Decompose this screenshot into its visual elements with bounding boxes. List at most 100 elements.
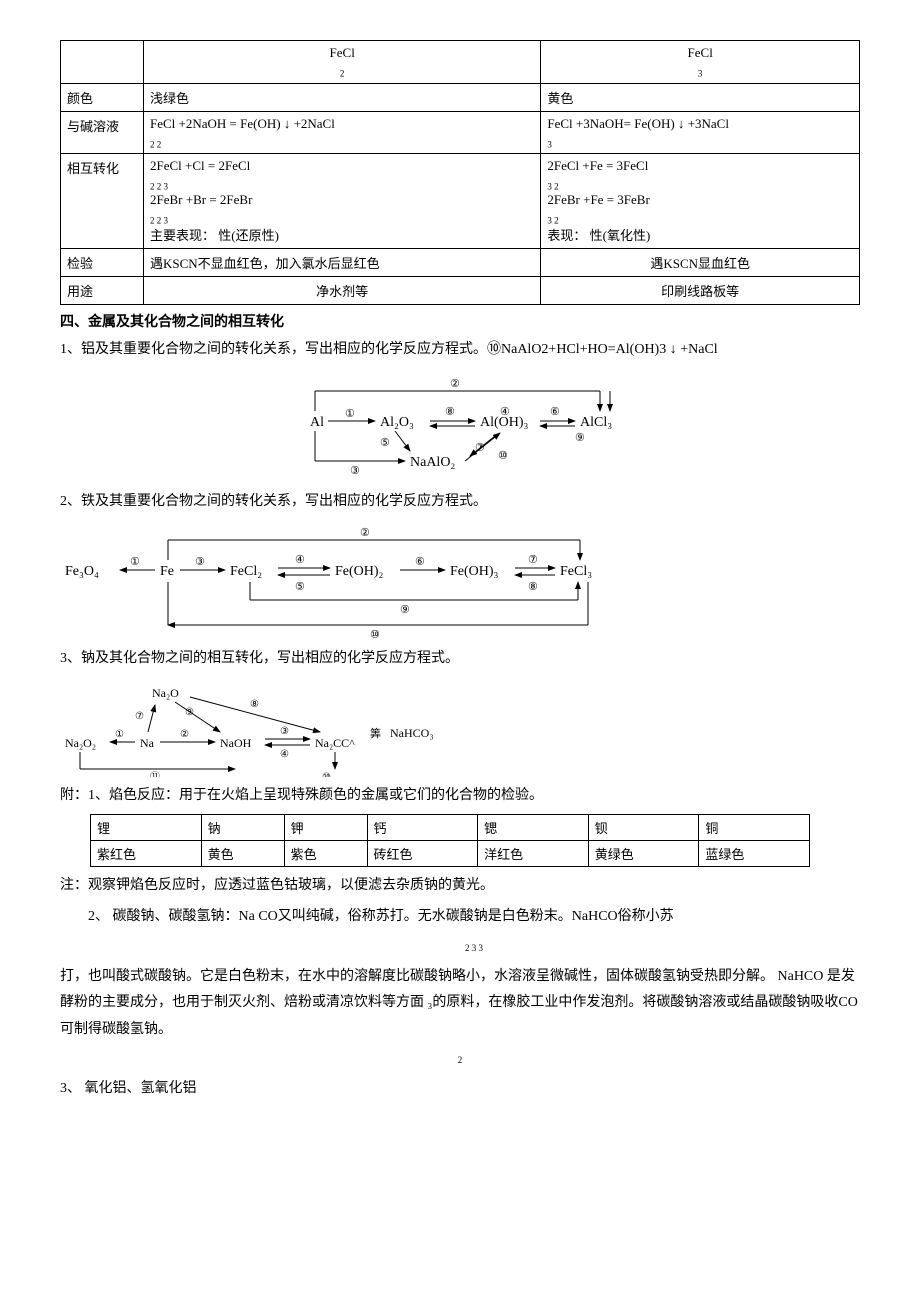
naalo2-node: NaAlO₂	[410, 455, 455, 470]
diagram-na: Na₂O₂ Na Na₂O NaOH Na₂CC^ NaHCO₃ 筭 ① ② ③…	[60, 677, 860, 777]
fecl2-sub: 2	[340, 69, 345, 79]
svg-text:④: ④	[295, 554, 305, 566]
row-test-label: 检验	[61, 249, 144, 277]
svg-text:⑤: ⑤	[295, 581, 305, 593]
alkali-a-subs: 2 2	[150, 139, 161, 149]
conv-a2: 2FeBr +Br = 2FeBr	[150, 192, 252, 207]
flame-ca: 钙	[367, 815, 478, 841]
flame-na: 钠	[201, 815, 284, 841]
alkali-a-eq: FeCl +2NaOH = Fe(OH) ↓ +2NaCl	[150, 116, 335, 131]
header-fecl2: FeCl 2	[144, 41, 541, 84]
svg-text:⑩: ⑩	[498, 450, 508, 462]
fecl2-text: FeCl	[330, 45, 355, 60]
svg-text:②: ②	[450, 378, 460, 390]
svg-text:⑨: ⑨	[185, 707, 194, 718]
flame-sr-v: 洋红色	[478, 841, 589, 867]
svg-text:⑧: ⑧	[250, 699, 259, 710]
svg-text:⑩: ⑩	[322, 772, 331, 777]
flame-cu-v: 蓝绿色	[699, 841, 810, 867]
flame-ba: 钡	[588, 815, 699, 841]
row-color-b: 黄色	[541, 83, 860, 111]
svg-text:①: ①	[130, 556, 140, 568]
fecl3-sub: 3	[698, 69, 703, 79]
carb1-text: 2、 碳酸钠、碳酸氢钠：Na CO又叫纯碱，俗称苏打。无水碳酸钠是白色粉末。Na…	[88, 909, 674, 924]
flame-ba-v: 黄绿色	[588, 841, 699, 867]
row-color-label: 颜色	[61, 83, 144, 111]
alkali-b-eq: FeCl +3NaOH= Fe(OH) ↓ +3NaCl	[547, 116, 729, 131]
svg-text:②: ②	[180, 729, 189, 740]
svg-text:FeCl₂: FeCl₂	[230, 564, 262, 579]
conv-b2: 2FeBr +Fe = 3FeBr	[547, 192, 649, 207]
carb2-text: 打，也叫酸式碳酸钠。它是白色粉末，在水中的溶解度比碳酸钠略小，水溶液呈微碱性，固…	[60, 969, 858, 1037]
carb2-subs: 2	[458, 1055, 463, 1065]
svg-text:⑩: ⑩	[370, 629, 380, 640]
svg-text:⑦: ⑦	[475, 442, 485, 454]
flame-value-row: 紫红色 黄色 紫色 砖红色 洋红色 黄绿色 蓝绿色	[91, 841, 810, 867]
row-use-label: 用途	[61, 277, 144, 305]
flame-k-v: 紫色	[284, 841, 367, 867]
svg-text:NaOH: NaOH	[220, 736, 252, 750]
svg-text:⑤: ⑤	[380, 437, 390, 449]
para-na: 3、钠及其化合物之间的相互转化，写出相应的化学反应方程式。	[60, 646, 860, 671]
header-fecl3: FeCl 3	[541, 41, 860, 84]
row-test-a: 遇KSCN不显血红色，加入氯水后显红色	[144, 249, 541, 277]
conv-b1: 2FeCl +Fe = 3FeCl	[547, 158, 648, 173]
conv-a3: 主要表现： 性(还原性)	[150, 228, 279, 243]
carb1-subs: 2 3 3	[465, 943, 483, 953]
svg-text:Na₂O: Na₂O	[152, 686, 179, 700]
carbonate-para2: 打，也叫酸式碳酸钠。它是白色粉末，在水中的溶解度比碳酸钠略小，水溶液呈微碱性，固…	[60, 964, 860, 1070]
conv-a1: 2FeCl +Cl = 2FeCl	[150, 158, 250, 173]
diagram-al: Al Al₂O₃ Al(OH)₃ AlCl₃ NaAlO₂ ① ⑧ ④ ⑥ ⑨ …	[60, 371, 860, 481]
flame-ca-v: 砖红色	[367, 841, 478, 867]
al-oxide-para: 3、 氧化铝、氢氧化铝	[60, 1076, 860, 1101]
conv-b2-subs: 3 2	[547, 215, 558, 225]
svg-text:Na: Na	[140, 736, 155, 750]
carbonate-para1: 2、 碳酸钠、碳酸氢钠：Na CO又叫纯碱，俗称苏打。无水碳酸钠是白色粉末。Na…	[60, 904, 860, 957]
conv-b1-subs: 3 2	[547, 182, 558, 192]
al2o3-node: Al₂O₃	[380, 415, 414, 430]
row-use-a: 净水剂等	[144, 277, 541, 305]
empty-cell	[61, 41, 144, 84]
svg-text:Na₂CC^: Na₂CC^	[315, 736, 355, 750]
row-color-a: 浅绿色	[144, 83, 541, 111]
svg-text:NaHCO₃: NaHCO₃	[390, 726, 434, 740]
svg-text:②: ②	[360, 527, 370, 539]
row-use-b: 印刷线路板等	[541, 277, 860, 305]
para-al: 1、铝及其重要化合物之间的转化关系，写出相应的化学反应方程式。⑩NaAlO2+H…	[60, 337, 860, 362]
svg-text:③: ③	[195, 556, 205, 568]
flame-k: 钾	[284, 815, 367, 841]
flame-sr: 锶	[478, 815, 589, 841]
flame-color-table: 锂 钠 钾 钙 锶 钡 铜 紫红色 黄色 紫色 砖红色 洋红色 黄绿色 蓝绿色	[90, 814, 810, 867]
svg-text:⑥: ⑥	[550, 406, 560, 418]
svg-text:Fe(OH)₃: Fe(OH)₃	[450, 564, 499, 579]
svg-text:④: ④	[500, 406, 510, 418]
note-k-flame: 注：观察钾焰色反应时，应透过蓝色钴玻璃，以便滤去杂质钠的黄光。	[60, 873, 860, 898]
flame-header-row: 锂 钠 钾 钙 锶 钡 铜	[91, 815, 810, 841]
svg-text:⑪: ⑪	[150, 771, 160, 777]
row-test-b: 遇KSCN显血红色	[541, 249, 860, 277]
diagram-fe: Fe₃O₄ Fe FeCl₂ Fe(OH)₂ Fe(OH)₃ FeCl₃ ① ③…	[60, 520, 860, 640]
conv-a1-subs: 2 2 3	[150, 182, 168, 192]
row-convert-a: 2FeCl +Cl = 2FeCl 2 2 3 2FeBr +Br = 2FeB…	[144, 154, 541, 249]
section4-title: 四、金属及其化合物之间的相互转化	[60, 311, 860, 331]
svg-text:④: ④	[280, 749, 289, 760]
svg-text:⑥: ⑥	[415, 556, 425, 568]
svg-text:⑨: ⑨	[575, 432, 585, 444]
svg-text:⑧: ⑧	[528, 581, 538, 593]
row-alkali-label: 与碱溶液	[61, 111, 144, 154]
svg-text:①: ①	[345, 408, 355, 420]
alkali-b-subs: 3	[547, 139, 552, 149]
svg-text:③: ③	[280, 726, 289, 737]
alcl3-node: AlCl₃	[580, 415, 612, 430]
svg-text:①: ①	[115, 729, 124, 740]
svg-text:Fe₃O₄: Fe₃O₄	[65, 564, 99, 579]
svg-text:⑨: ⑨	[400, 604, 410, 616]
row-convert-label: 相互转化	[61, 154, 144, 249]
al-node: Al	[310, 415, 324, 430]
row-convert-b: 2FeCl +Fe = 3FeCl 3 2 2FeBr +Fe = 3FeBr …	[541, 154, 860, 249]
flame-li-v: 紫红色	[91, 841, 202, 867]
svg-text:FeCl₃: FeCl₃	[560, 564, 592, 579]
svg-text:⑧: ⑧	[445, 406, 455, 418]
conv-a2-subs: 2 2 3	[150, 215, 168, 225]
svg-text:⑦: ⑦	[135, 711, 144, 722]
